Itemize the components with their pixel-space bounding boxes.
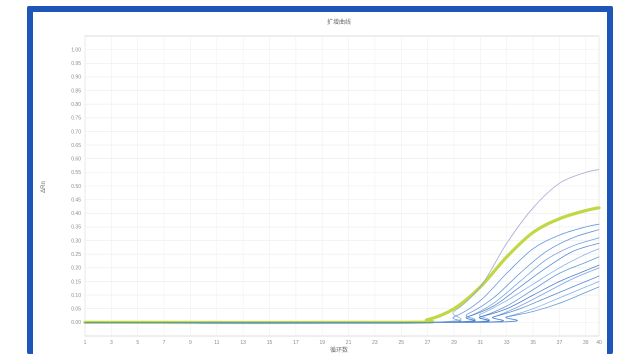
x-tick-label: 3 — [110, 340, 113, 346]
y-tick-label: 0.85 — [71, 88, 81, 94]
y-tick-label: 0.65 — [71, 143, 81, 149]
x-tick-label: 25 — [399, 340, 405, 346]
y-tick-label: 0.80 — [71, 102, 81, 108]
chart-title: 扩增曲线 — [327, 18, 351, 26]
grid — [84, 35, 600, 337]
tick-labels: 1.00 0.95 0.90 0.85 0.80 0.75 0.70 0.65 0.60 0.55… — [71, 47, 602, 346]
x-tick-label: 35 — [530, 340, 536, 346]
y-tick-label: 1.00 — [71, 47, 81, 53]
y-tick-label: 0.00 — [71, 320, 81, 326]
series-line-2 — [84, 169, 600, 324]
amplification-chart: 扩增曲线 循环数 ΔRn 1.00 0.95 0.90 0.85 0.80 0.75 0.7… — [41, 18, 602, 354]
chart-panel: 扩增曲线 循环数 ΔRn 1.00 0.95 0.90 0.85 0.80 0.75 0.7… — [33, 12, 607, 354]
x-tick-label: 11 — [214, 340, 219, 346]
x-tick-label: 17 — [293, 340, 299, 346]
x-tick-label: 13 — [240, 340, 246, 346]
y-axis-label: ΔRn — [41, 181, 47, 193]
y-tick-label: 0.50 — [71, 184, 81, 190]
series-lines — [83, 169, 601, 325]
y-tick-label: 0.60 — [71, 157, 81, 163]
y-tick-label: 0.15 — [71, 279, 81, 285]
y-tick-label: 0.20 — [71, 266, 81, 272]
y-tick-label: 0.55 — [71, 170, 81, 176]
y-tick-label: 0.90 — [71, 75, 81, 81]
series-line-13 — [84, 286, 600, 324]
chart-frame: 扩增曲线 循环数 ΔRn 1.00 0.95 0.90 0.85 0.80 0.75 0.7… — [27, 6, 613, 354]
x-tick-label: 7 — [163, 340, 166, 346]
series-line-11 — [84, 275, 600, 324]
y-tick-label: 0.40 — [71, 211, 81, 217]
x-tick-label: 37 — [557, 340, 563, 346]
x-tick-label: 40 — [596, 340, 602, 346]
x-tick-label: 31 — [478, 340, 484, 346]
x-tick-label: 33 — [504, 340, 510, 346]
y-tick-label: 0.35 — [71, 225, 81, 231]
y-tick-label: 0.45 — [71, 197, 81, 203]
x-tick-label: 15 — [267, 340, 273, 346]
y-tick-label: 0.10 — [71, 293, 81, 299]
x-tick-label: 21 — [346, 340, 352, 346]
x-tick-label: 27 — [425, 340, 431, 346]
y-tick-label: 0.30 — [71, 238, 81, 244]
y-tick-label: 0.70 — [71, 129, 81, 135]
y-tick-label: 0.95 — [71, 61, 81, 67]
x-tick-label: 9 — [189, 340, 192, 346]
y-tick-label: 0.75 — [71, 116, 81, 122]
x-tick-label: 5 — [136, 340, 139, 346]
series-line-12 — [84, 281, 600, 324]
x-tick-label: 29 — [451, 340, 457, 346]
x-tick-label: 39 — [583, 340, 589, 346]
x-tick-label: 19 — [319, 340, 325, 346]
x-tick-label: 1 — [84, 340, 87, 346]
x-axis-label: 循环数 — [330, 346, 348, 354]
x-tick-label: 23 — [372, 340, 378, 346]
series-line-6 — [84, 242, 600, 324]
y-tick-label: 0.25 — [71, 252, 81, 258]
y-tick-label: 0.05 — [71, 307, 81, 313]
series-line-5 — [84, 237, 600, 324]
